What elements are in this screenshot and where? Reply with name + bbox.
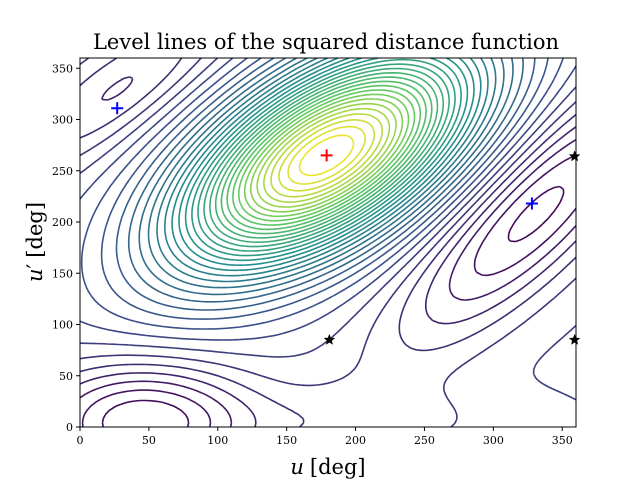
- x-axis-label-var: u: [290, 455, 304, 479]
- y-axis-ticks: 0 50 100 150 200 250 300 350: [52, 62, 80, 434]
- plus-marker: [525, 197, 538, 210]
- star-marker: [568, 150, 581, 162]
- plus-marker: [320, 149, 333, 162]
- y-tick-label: 300: [52, 114, 73, 127]
- contour-level-line: [80, 58, 576, 427]
- x-axis-label: u [deg]: [290, 455, 365, 479]
- y-axis-label-unit: [deg]: [23, 202, 47, 258]
- y-tick-label: 150: [52, 267, 73, 280]
- contour-level-line: [232, 84, 422, 226]
- chart-title: Level lines of the squared distance func…: [93, 30, 559, 54]
- contour-level-line: [80, 58, 576, 341]
- x-tick-label: 100: [207, 434, 228, 447]
- contour-level-line: [178, 58, 475, 266]
- contour-level-line: [101, 185, 565, 427]
- contour-level-line: [263, 107, 391, 203]
- x-axis-ticks: 0 50 100 150 200 250 300 350: [77, 427, 573, 447]
- y-axis-label: u′ [deg]: [23, 202, 47, 282]
- contour-level-line: [298, 134, 355, 177]
- contour-level-line: [237, 89, 416, 222]
- plot-frame: [79, 57, 577, 428]
- y-tick-label: 250: [52, 165, 73, 178]
- contour-level-line: [270, 113, 384, 198]
- contour-level-line: [80, 58, 564, 330]
- contour-level-line: [226, 80, 427, 231]
- critical-point-markers: [111, 102, 581, 345]
- x-tick-label: 200: [345, 434, 366, 447]
- contour-level-line: [220, 76, 433, 235]
- contour-level-line: [138, 58, 514, 296]
- contour-level-line: [156, 58, 497, 283]
- y-tick-label: 0: [66, 421, 73, 434]
- contour-level-line: [287, 125, 366, 185]
- y-tick-label: 100: [52, 319, 73, 332]
- x-tick-label: 300: [483, 434, 504, 447]
- y-tick-label: 200: [52, 216, 73, 229]
- contour-level-line: [209, 67, 445, 243]
- y-axis-label-prime: ′: [23, 263, 47, 268]
- contour-level-line: [278, 119, 376, 192]
- contour-level-line: [164, 58, 489, 277]
- contour-level-line: [214, 72, 439, 239]
- contour-level-line: [249, 98, 404, 213]
- y-tick-label: 350: [52, 62, 73, 75]
- contour-level-line: [171, 58, 482, 272]
- contour-level-line: [80, 58, 576, 401]
- contour-level-line: [81, 154, 576, 427]
- contour-level-line: [80, 76, 576, 427]
- star-marker: [568, 333, 581, 345]
- star-marker: [323, 333, 336, 345]
- contour-level-line: [115, 58, 536, 311]
- y-axis-label-var: u: [23, 268, 47, 282]
- contour-level-line: [191, 58, 462, 257]
- x-tick-label: 150: [276, 434, 297, 447]
- contour-lines: [80, 58, 576, 427]
- contour-level-line: [256, 102, 397, 208]
- contour-level-line: [147, 58, 505, 289]
- x-tick-label: 350: [552, 434, 573, 447]
- y-tick-label: 50: [59, 370, 73, 383]
- x-tick-label: 50: [142, 434, 156, 447]
- contour-level-line: [80, 138, 576, 427]
- contour-level-line: [197, 58, 456, 252]
- x-axis-label-unit: [deg]: [310, 455, 366, 479]
- x-tick-label: 0: [77, 434, 84, 447]
- contour-level-line: [184, 58, 469, 262]
- contour-level-line: [203, 63, 450, 248]
- plus-marker: [111, 102, 124, 115]
- contour-level-line: [127, 58, 524, 303]
- contour-level-line: [100, 58, 549, 320]
- contour-level-line: [243, 93, 410, 218]
- x-tick-label: 250: [414, 434, 435, 447]
